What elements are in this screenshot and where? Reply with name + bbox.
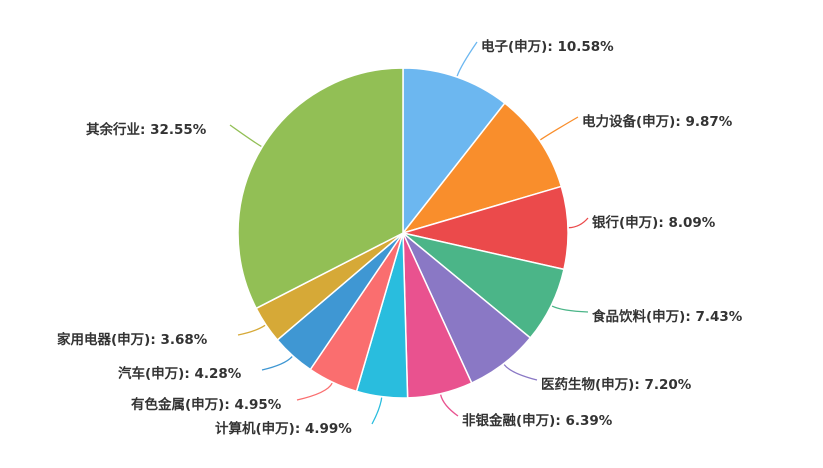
pie-slice	[237, 67, 404, 310]
leader-line	[439, 394, 459, 417]
pie-slices	[237, 67, 569, 399]
leader-line	[371, 397, 383, 425]
label-leader-lines	[229, 41, 589, 425]
slice-label: 有色金属(申万): 4.95%	[131, 396, 282, 413]
slice-label: 食品饮料(申万): 7.43%	[592, 308, 743, 325]
leader-line	[503, 364, 538, 381]
slice-label: 非银金融(申万): 6.39%	[462, 412, 613, 429]
slice-labels: 电子(申万): 10.58% 电力设备(申万): 9.87% 银行(申万): 8.0…	[57, 38, 743, 437]
leader-line	[261, 356, 293, 371]
slice-label: 家用电器(申万): 3.68%	[57, 331, 208, 348]
slice-label: 电子(申万): 10.58%	[481, 38, 614, 55]
slice-label: 电力设备(申万): 9.87%	[582, 113, 733, 130]
leader-line	[296, 382, 333, 401]
leader-line	[551, 305, 589, 313]
leader-line	[540, 116, 579, 141]
leader-line	[456, 41, 478, 77]
slice-label: 其余行业: 32.55%	[86, 121, 207, 138]
slice-label: 医药生物(申万): 7.20%	[541, 376, 692, 393]
pie-slice	[400, 102, 563, 235]
leader-line	[237, 324, 266, 336]
slice-label: 汽车(申万): 4.28%	[118, 365, 242, 382]
slice-label: 计算机(申万): 4.99%	[215, 420, 352, 437]
slice-label: 银行(申万): 8.09%	[592, 214, 716, 231]
pie-slice	[402, 67, 506, 236]
leader-line	[229, 124, 262, 148]
leader-line	[568, 217, 589, 229]
